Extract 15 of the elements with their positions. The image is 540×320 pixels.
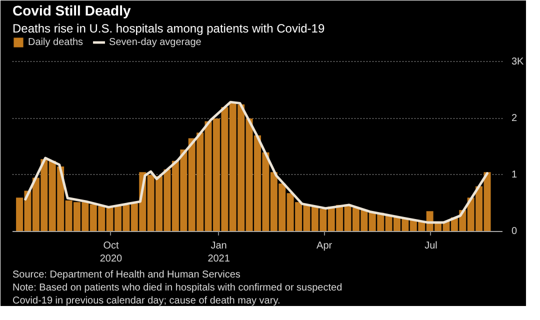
text: Note: Based on patients who died in hospitals with confirmed or suspected Covid-19 in previous calendar day; cause of death may vary.: [12, 282, 342, 306]
x-tick-label: Oct 2020: [100, 240, 123, 265]
y-tick-label: 1: [512, 169, 518, 180]
legend-label: Daily deaths: [28, 36, 84, 48]
x-tick-label: Jan 2021: [208, 240, 230, 265]
y-tick-label: 0: [512, 226, 518, 237]
legend-label: Seven-day avgerage: [109, 36, 202, 48]
y-tick-label: 3K: [512, 56, 524, 68]
chart-subtitle: Deaths rise in U.S. hospitals among patients with Covid-19: [12, 22, 325, 36]
source-note: Source: Department of Health and Human Services: [12, 270, 240, 280]
line-series: [24, 100, 489, 224]
x-tick-label: Apr: [316, 240, 333, 252]
x-tick-label: Jul: [424, 240, 438, 252]
chart-title: Covid Still Deadly: [12, 2, 131, 18]
y-tick-label: 2: [512, 112, 518, 124]
